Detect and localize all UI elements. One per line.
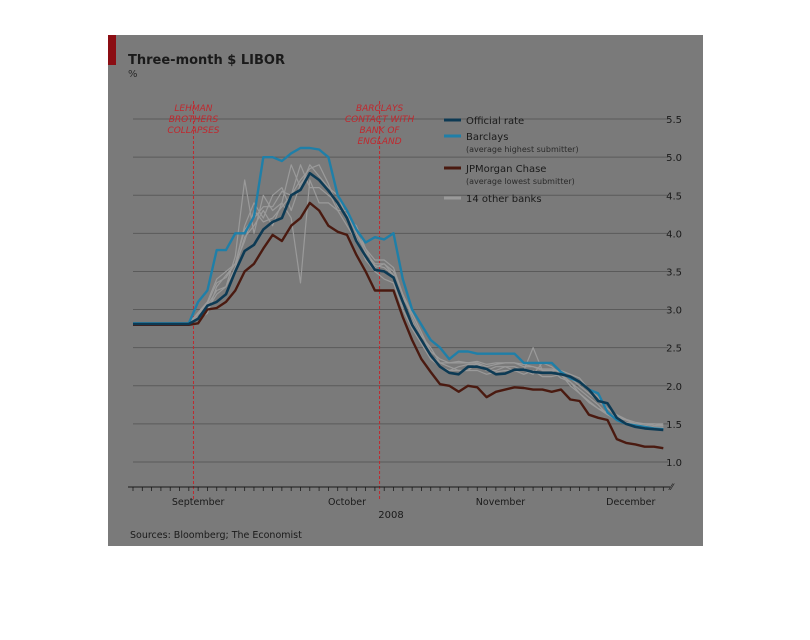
unit-label: % (128, 69, 138, 80)
chart-panel: Three-month $ LIBOR % 1.0 1.5 2.0 2.5 3.0 3.5… (108, 35, 703, 546)
y-tick-label: 5.0 (666, 153, 682, 164)
x-axis-title: 2008 (378, 510, 403, 521)
y-axis-labels: 1.0 1.5 2.0 2.5 3.0 3.5 4.0 4.5 5.0 5.5 (666, 115, 682, 469)
y-tick-label: 1.0 (666, 458, 682, 469)
title-accent-bar (108, 35, 116, 65)
series-line-other (133, 164, 664, 426)
annotation-text: CONTACT WITH (345, 115, 415, 125)
legend: Official rate Barclays (average highest su… (444, 116, 579, 205)
libor-chart: Three-month $ LIBOR % 1.0 1.5 2.0 2.5 3.0 3.5… (108, 35, 682, 541)
x-tick-label: December (606, 497, 655, 508)
annotation-text: BROTHERS (169, 115, 219, 125)
y-tick-label: 1.5 (666, 420, 682, 431)
annotation-text: BARCLAYS (356, 104, 404, 114)
y-tick-label: 4.0 (666, 229, 682, 240)
y-tick-label: 5.5 (666, 115, 682, 126)
x-tick-label: October (328, 497, 366, 508)
series-line-official (133, 171, 664, 432)
source-note: Sources: Bloomberg; The Economist (130, 530, 302, 541)
axis-break-mark: ⁄⁄ (668, 483, 676, 493)
x-tick-label: September (172, 497, 225, 508)
y-tick-label: 2.0 (666, 382, 682, 393)
y-tick-label: 2.5 (666, 344, 682, 355)
legend-sublabel: (average lowest submitter) (466, 177, 575, 186)
chart-title: Three-month $ LIBOR (128, 53, 285, 68)
annotation-text: ENGLAND (357, 137, 401, 147)
annotation-text: COLLAPSES (167, 126, 219, 136)
series-line-jpm (133, 201, 664, 450)
legend-sublabel: (average highest submitter) (466, 145, 579, 154)
annotation-text: BANK OF (360, 126, 401, 136)
y-tick-label: 3.0 (666, 306, 682, 317)
series-line-other (133, 164, 664, 427)
x-axis: September October November December 2008 ⁄⁄ (128, 483, 676, 521)
legend-label: Barclays (466, 132, 508, 143)
legend-label: JPMorgan Chase (465, 164, 546, 175)
annotation-text: LEHMAN (174, 104, 212, 114)
legend-label: Official rate (466, 116, 524, 127)
series-lines (133, 146, 664, 450)
legend-label: 14 other banks (466, 194, 542, 205)
x-tick-label: November (476, 497, 526, 508)
y-tick-label: 4.5 (666, 191, 682, 202)
y-tick-label: 3.5 (666, 267, 682, 278)
